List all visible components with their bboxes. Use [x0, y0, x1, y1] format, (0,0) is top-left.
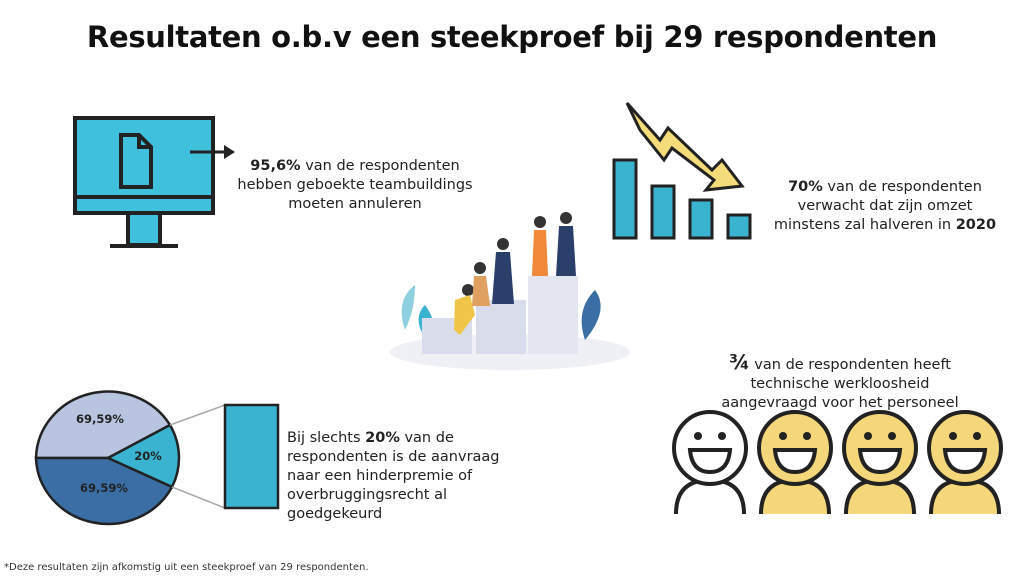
arrow: [190, 145, 235, 159]
text: hebben geboekte teambuildings: [237, 177, 473, 193]
pie-label: 20%: [134, 449, 162, 463]
highlight: ¾: [729, 350, 750, 374]
stat-hinderpremie: Bij slechts 20% van de respondenten is de…: [287, 410, 500, 524]
highlight: 2020: [955, 217, 997, 233]
decline-icon: [612, 102, 752, 240]
stat-annulering: 95,6% van de respondenten hebben geboekte…: [225, 138, 485, 214]
highlight: 70%: [788, 179, 823, 195]
highlight: 95,6%: [250, 158, 301, 174]
footnote: *Deze resultaten zijn afkomstig uit een …: [4, 562, 369, 573]
text: Bij slechts: [287, 430, 366, 446]
text: naar een hinderpremie of: [287, 468, 473, 484]
pie-label: 69,59%: [80, 481, 128, 495]
monitor-icon: [73, 116, 215, 248]
text: van de: [399, 430, 454, 446]
text: van de respondenten: [300, 158, 460, 174]
text: aangevraagd voor het personeel: [721, 395, 959, 411]
stat-werkloosheid: ¾ van de respondenten heeft technische we…: [700, 334, 980, 413]
text: respondenten is de aanvraag: [287, 449, 500, 465]
highlight: 20%: [365, 430, 400, 446]
smiley-faces: [694, 432, 981, 440]
text: van de respondenten: [822, 179, 982, 195]
text: van de respondenten heeft: [749, 357, 951, 373]
text: minstens zal halveren in: [773, 217, 956, 233]
text: technische werkloosheid: [750, 376, 930, 392]
text: goedgekeurd: [287, 506, 383, 522]
podium-illustration: [390, 212, 630, 370]
title: Resultaten o.b.v een steekproef bij 29 r…: [86, 20, 938, 54]
smileys: [672, 410, 1003, 515]
text: verwacht dat zijn omzet: [797, 198, 973, 214]
stat-omzet: 70% van de respondenten verwacht dat zijn…: [760, 159, 1010, 235]
text: overbruggingsrecht al: [287, 487, 448, 503]
pie: [34, 390, 280, 526]
text: moeten annuleren: [288, 196, 422, 212]
pie-label: 69,59%: [76, 412, 124, 426]
